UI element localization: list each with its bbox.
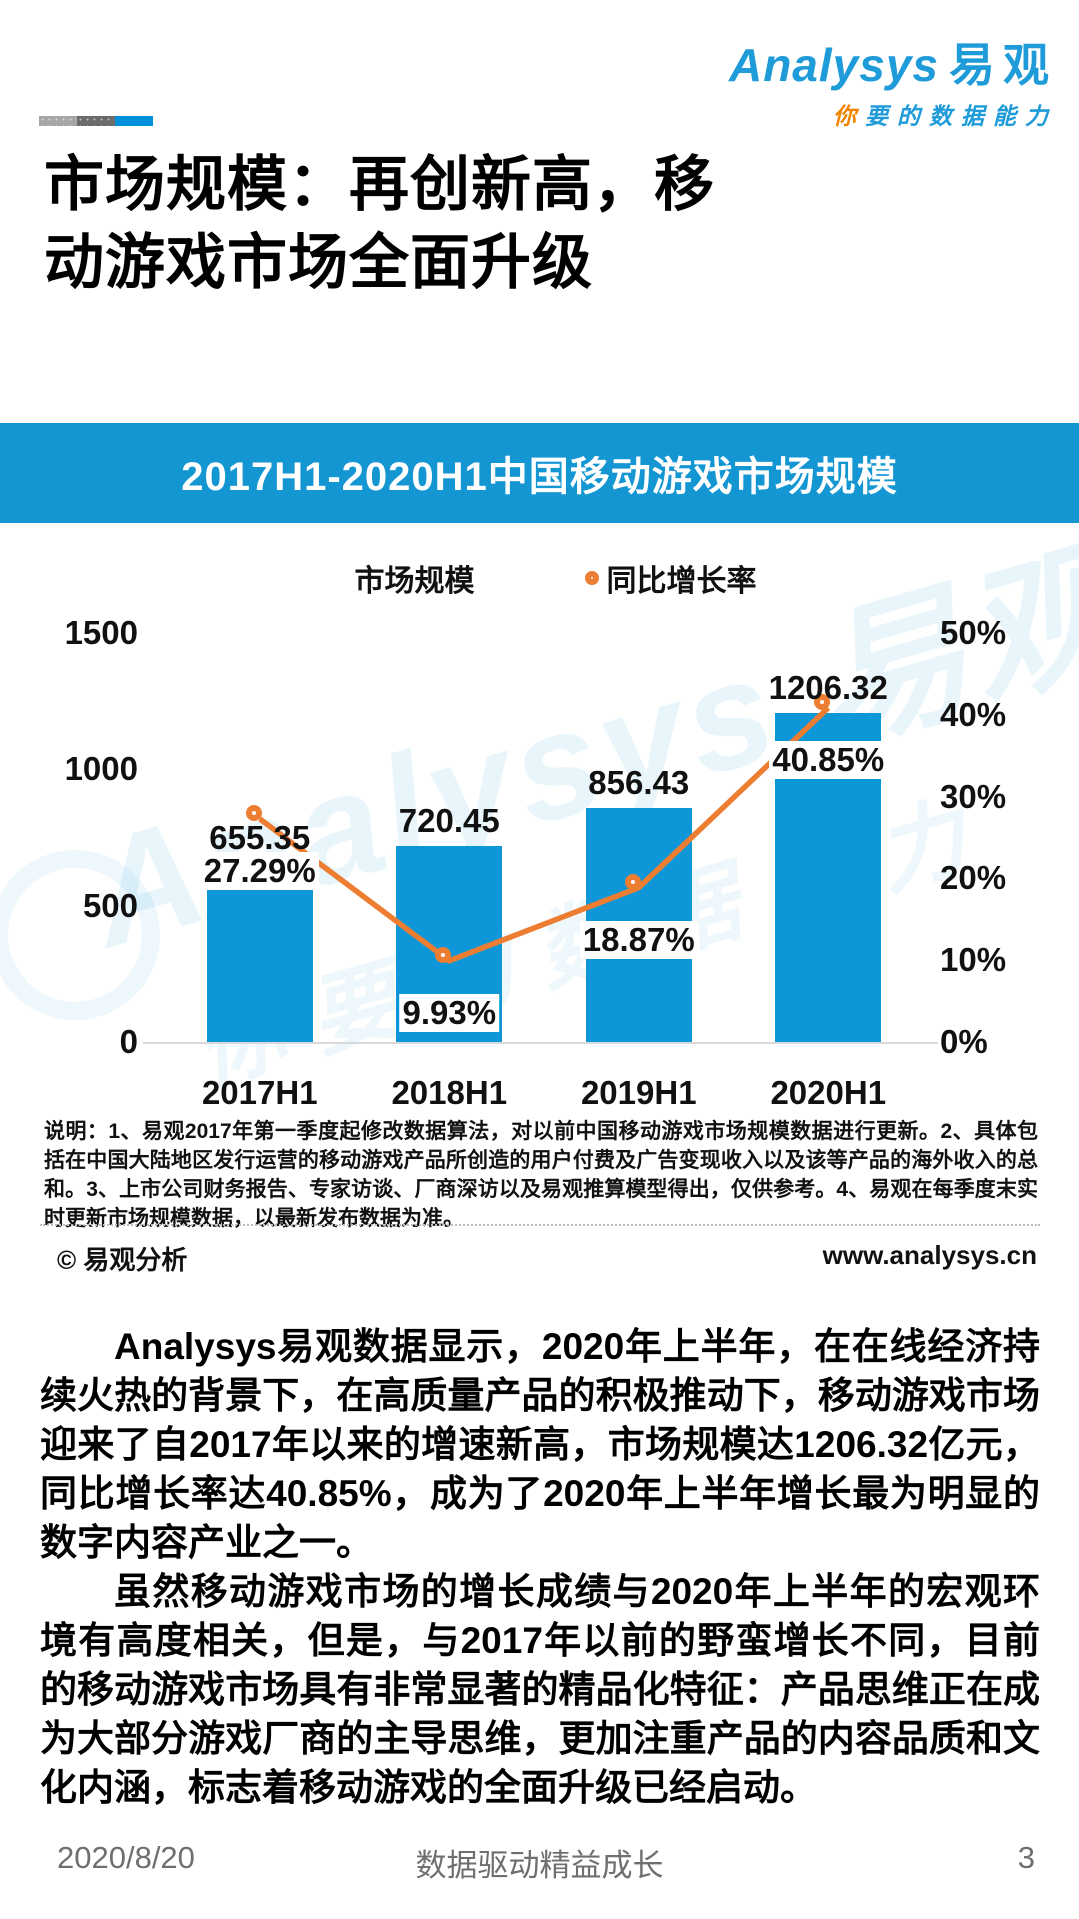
chart-banner: 2017H1-2020H1中国移动游戏市场规模 — [0, 423, 1079, 523]
progress-segment-1 — [39, 116, 77, 126]
growth-rate-label-2020H1: 40.85% — [769, 740, 888, 779]
logo-wordmark: Analysys 易观 — [729, 40, 1057, 91]
legend-label: 市场规模 — [354, 565, 475, 598]
progress-segment-3 — [115, 116, 153, 126]
y-axis-right-tick-10: 10% — [940, 941, 1007, 979]
y-axis-right-tick-0: 0% — [940, 1023, 988, 1060]
bar-swatch-icon — [323, 566, 347, 590]
y-axis-left-tick-1000: 1000 — [64, 750, 138, 788]
growth-marker-2020H1 — [814, 693, 831, 710]
y-axis-left-tick-1500: 1500 — [64, 614, 138, 651]
logo-cn: 易观 — [949, 39, 1057, 91]
x-axis-label-2018H1: 2018H1 — [391, 1074, 508, 1111]
x-axis-label-2019H1: 2019H1 — [580, 1074, 697, 1111]
logo-tagline: 你要的数据能力 — [729, 97, 1057, 131]
y-axis-right-tick-50: 50% — [940, 614, 1007, 651]
bar-value-label-2017H1: 655.35 — [209, 819, 311, 857]
growth-rate-trend-line — [258, 705, 831, 964]
tagline-rest: 要的数据能力 — [865, 102, 1057, 129]
bar-value-label-2020H1: 1206.32 — [768, 669, 888, 707]
paragraph-2: 虽然移动游戏市场的增长成绩与2020年上半年的宏观环境有高度相关，但是，与201… — [40, 1571, 1040, 1808]
legend-item-market-size: 市场规模 — [323, 556, 475, 600]
page-title-line2: 动游戏市场全面升级 — [44, 229, 593, 296]
y-axis-right-tick-30: 30% — [940, 777, 1007, 815]
growth-marker-2019H1 — [624, 873, 641, 890]
x-axis-line — [143, 1042, 938, 1044]
footer-slogan: 数据驱动精益成长 — [415, 1848, 664, 1883]
source-row: © 易观分析 www.analysys.cn — [57, 1240, 1037, 1277]
bar-value-label-2018H1: 720.45 — [398, 801, 500, 839]
y-axis-left-tick-0: 0 — [119, 1023, 138, 1060]
paragraph-1: Analysys易观数据显示，2020年上半年，在在线经济持续火热的背景下，在高… — [40, 1326, 1040, 1563]
line-marker-icon — [584, 571, 599, 585]
analysys-logo: Analysys 易观 你要的数据能力 — [729, 40, 1057, 131]
logo-en: Analysys — [728, 39, 939, 91]
website-link[interactable]: www.analysys.cn — [822, 1240, 1037, 1270]
y-axis-right-tick-20: 20% — [940, 859, 1007, 897]
page-title: 市场规模：再创新高，移 动游戏市场全面升级 — [44, 146, 1044, 302]
progress-indicator — [39, 116, 153, 126]
page-number: 3 — [1017, 1840, 1035, 1875]
footer-date: 2020/8/20 — [57, 1840, 195, 1875]
growth-rate-label-2017H1: 27.29% — [200, 851, 319, 890]
page-footer: 2020/8/20 数据驱动精益成长 3 — [0, 1840, 1079, 1884]
bar-2017H1 — [206, 863, 313, 1042]
chart-title: 2017H1-2020H1中国移动游戏市场规模 — [181, 455, 898, 499]
y-axis-right-tick-40: 40% — [940, 695, 1007, 733]
growth-marker-2018H1 — [435, 946, 452, 963]
legend-label: 同比增长率 — [606, 565, 757, 598]
chart-footnote: 说明：1、易观2017年第一季度起修改数据算法，对以前中国移动游戏市场规模数据进… — [44, 1120, 1038, 1230]
copyright-label: © 易观分析 — [57, 1245, 188, 1275]
y-axis-left-tick-500: 500 — [82, 886, 138, 924]
legend-item-growth-rate: 同比增长率 — [584, 556, 757, 600]
growth-rate-label-2019H1: 18.87% — [579, 920, 698, 959]
page-title-line1: 市场规模：再创新高，移 — [44, 151, 715, 218]
body-text: Analysys易观数据显示，2020年上半年，在在线经济持续火热的背景下，在高… — [40, 1322, 1040, 1812]
chart-legend: 市场规模 同比增长率 — [0, 556, 1079, 600]
bar-value-label-2019H1: 856.43 — [588, 764, 690, 802]
x-axis-label-2017H1: 2017H1 — [201, 1074, 318, 1111]
dotted-divider — [40, 1224, 1040, 1226]
growth-marker-2017H1 — [245, 804, 262, 821]
x-axis-label-2020H1: 2020H1 — [770, 1074, 887, 1111]
market-size-chart: Analysys 易观 你要的数据能力 0500100015000%10%20%… — [0, 523, 1079, 1130]
progress-segment-2 — [77, 116, 115, 126]
growth-rate-label-2018H1: 9.93% — [399, 993, 500, 1032]
tagline-first-char: 你 — [833, 102, 865, 129]
